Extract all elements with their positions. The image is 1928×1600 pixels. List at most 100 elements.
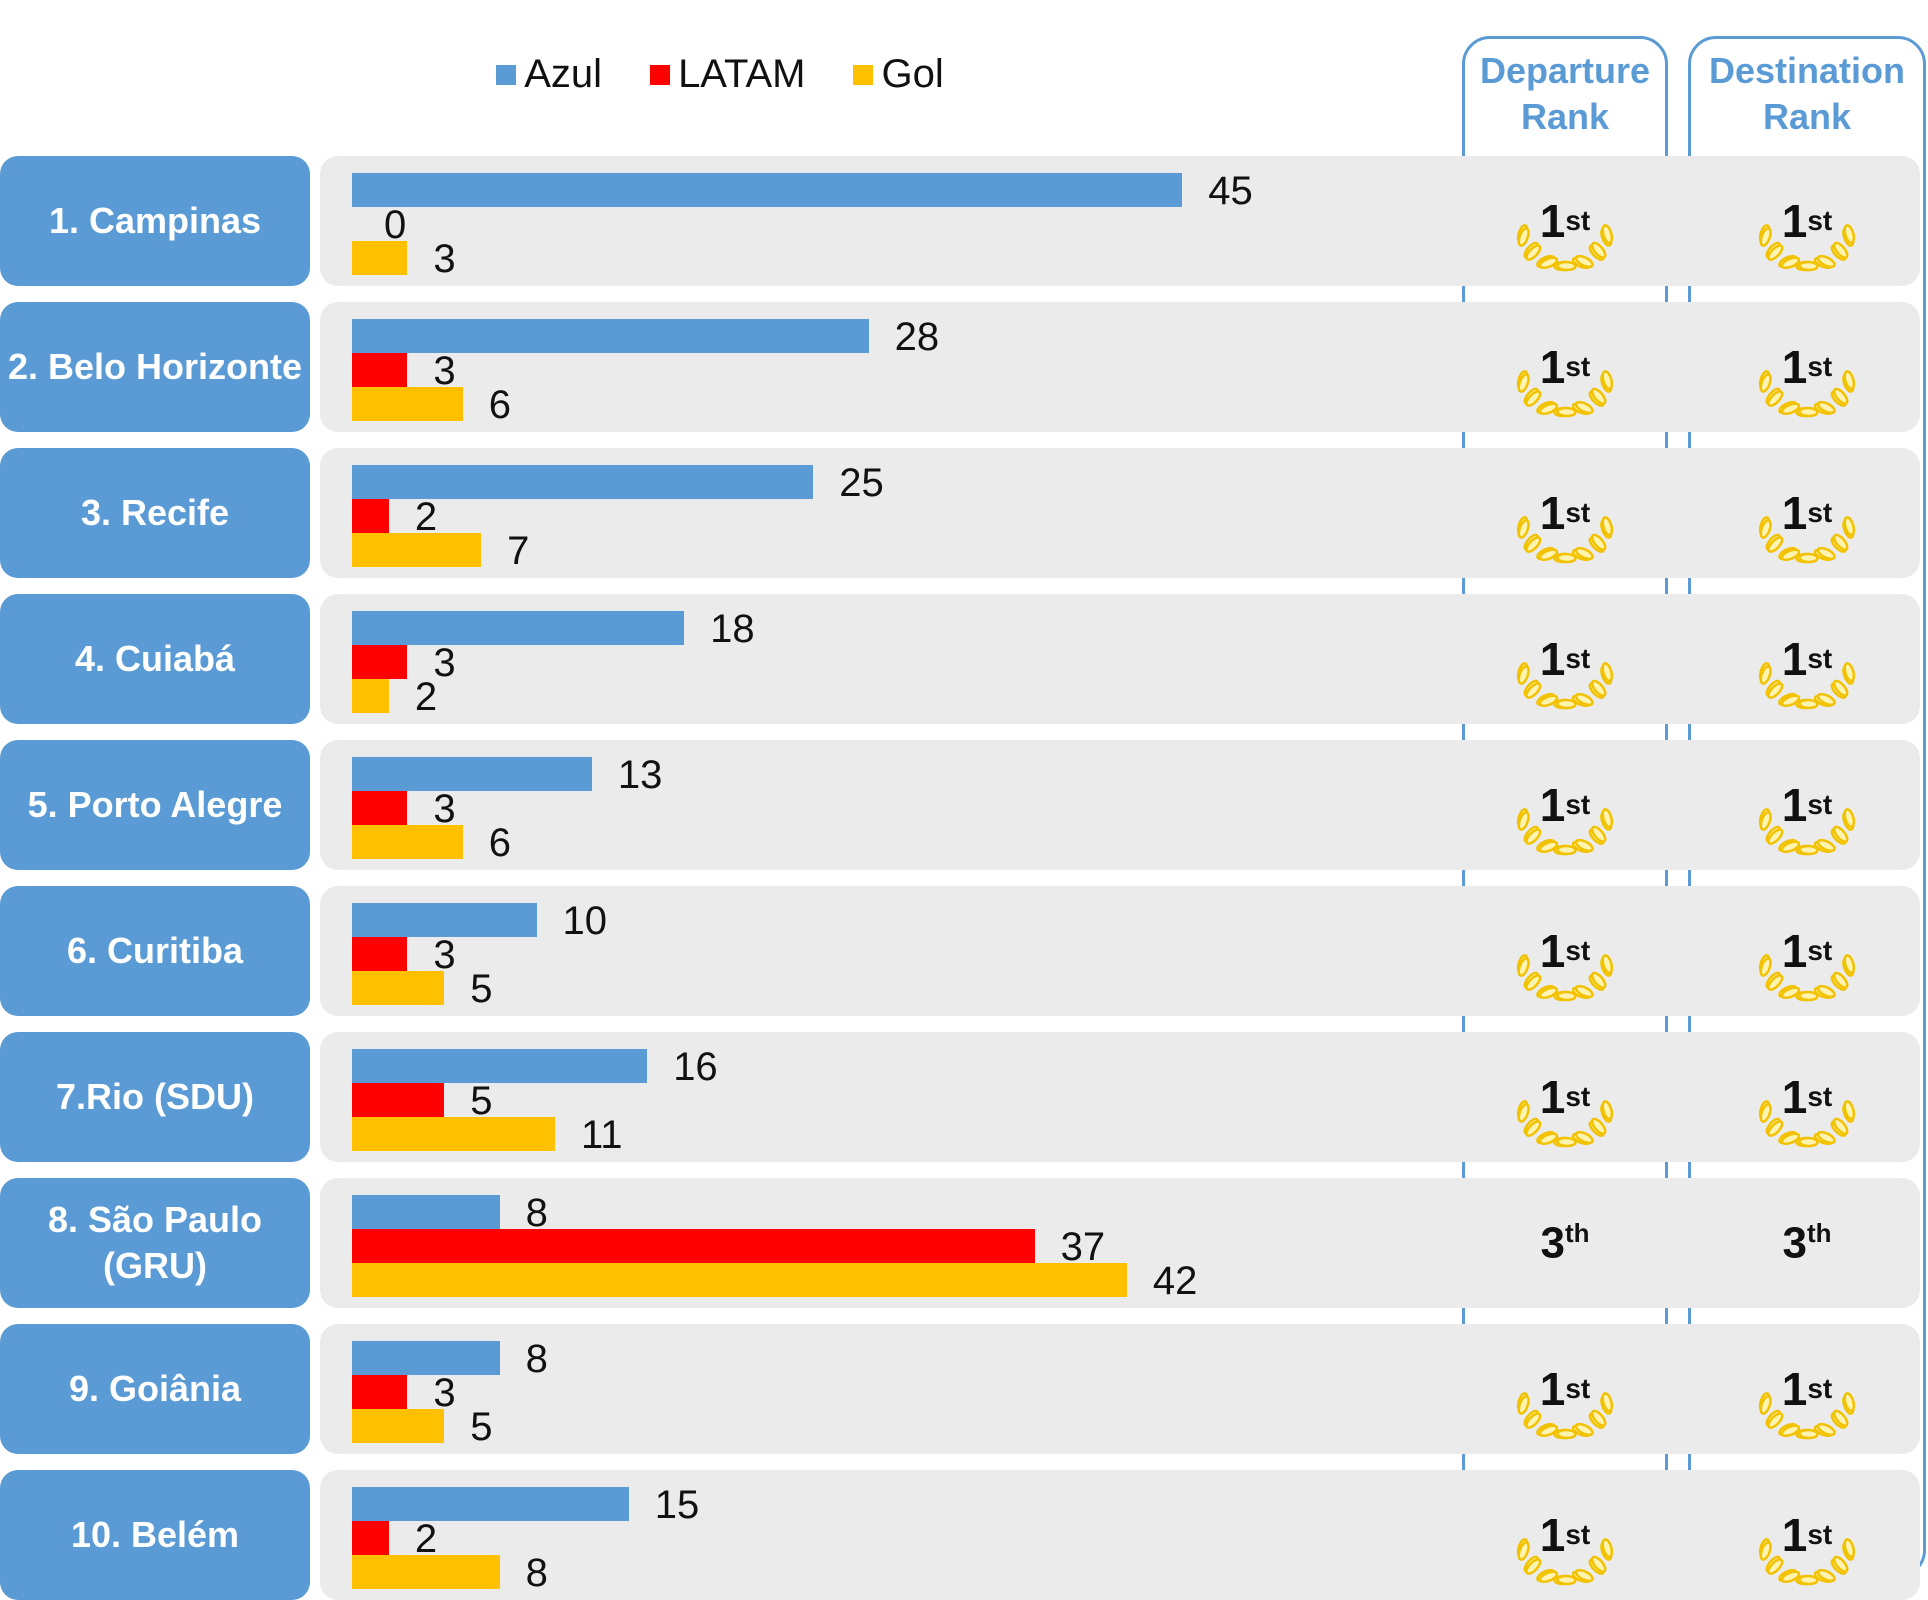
- data-label-gol: 5: [470, 967, 493, 1011]
- bar-gol: [352, 1263, 1127, 1297]
- bar-latam: [352, 1521, 389, 1555]
- rank-value: 3th: [1782, 1217, 1832, 1268]
- chart-row: 8. São Paulo (GRU) 8 37 42 3th 3th: [0, 1178, 1928, 1308]
- category-label: 10. Belém: [0, 1470, 310, 1600]
- laurel-wreath-icon: [1516, 370, 1614, 418]
- bar-gol: [352, 1555, 500, 1589]
- laurel-wreath-icon: [1758, 1392, 1856, 1440]
- category-label: 3. Recife: [0, 448, 310, 578]
- data-label-azul: 45: [1208, 169, 1253, 213]
- legend-swatch-latam: [650, 64, 671, 85]
- data-label-azul: 15: [654, 1483, 700, 1527]
- laurel-wreath-icon: [1758, 808, 1856, 856]
- category-label: 8. São Paulo (GRU): [0, 1178, 310, 1308]
- laurel-wreath-icon: [1516, 954, 1614, 1002]
- row-background: [320, 886, 1920, 1016]
- laurel-wreath-icon: [1516, 662, 1614, 710]
- data-label-gol: 11: [580, 1113, 623, 1157]
- category-label: 6. Curitiba: [0, 886, 310, 1016]
- legend-item-latam: LATAM: [650, 52, 805, 97]
- laurel-wreath-icon: [1758, 1100, 1856, 1148]
- data-label-latam: 3: [433, 1371, 456, 1415]
- legend-item-azul: Azul: [496, 52, 602, 97]
- data-label-latam: 3: [433, 641, 456, 685]
- legend-swatch-gol: [853, 64, 874, 85]
- bar-gol: [352, 825, 463, 859]
- data-label-latam: 37: [1060, 1225, 1106, 1269]
- laurel-wreath-icon: [1758, 1538, 1856, 1586]
- bar-azul: [352, 319, 869, 353]
- laurel-wreath-icon: [1516, 808, 1614, 856]
- category-label: 7.Rio (SDU): [0, 1032, 310, 1162]
- data-label-azul: 16: [673, 1045, 718, 1089]
- data-label-latam: 5: [470, 1079, 493, 1123]
- data-label-gol: 42: [1152, 1259, 1198, 1303]
- laurel-wreath-icon: [1758, 954, 1856, 1002]
- data-label-gol: 8: [525, 1551, 548, 1595]
- category-label: 2. Belo Horizonte: [0, 302, 310, 432]
- laurel-wreath-icon: [1516, 1100, 1614, 1148]
- row-background: [320, 1324, 1920, 1454]
- data-label-gol: 6: [488, 383, 511, 427]
- legend-label-azul: Azul: [524, 52, 603, 96]
- data-label-azul: 28: [894, 315, 940, 359]
- data-label-gol: 7: [507, 529, 530, 573]
- data-label-gol: 3: [433, 237, 456, 281]
- data-label-azul: 18: [710, 607, 755, 651]
- bar-gol: [352, 971, 445, 1005]
- laurel-wreath-icon: [1758, 370, 1856, 418]
- data-label-azul: 25: [839, 461, 884, 505]
- bar-gol: [352, 387, 463, 421]
- data-label-latam: 3: [433, 349, 456, 393]
- data-label-gol: 6: [488, 821, 511, 865]
- legend-swatch-azul: [496, 64, 517, 85]
- bar-gol: [352, 1409, 445, 1443]
- laurel-wreath-icon: [1758, 516, 1856, 564]
- bar-azul: [352, 465, 814, 499]
- data-label-azul: 13: [617, 753, 663, 797]
- bar-azul: [352, 173, 1183, 207]
- bar-latam: [352, 353, 408, 387]
- legend-label-gol: Gol: [881, 52, 944, 96]
- data-label-azul: 8: [525, 1191, 548, 1235]
- bar-gol: [352, 533, 482, 567]
- destination-rank-header: Destination Rank: [1708, 50, 1905, 137]
